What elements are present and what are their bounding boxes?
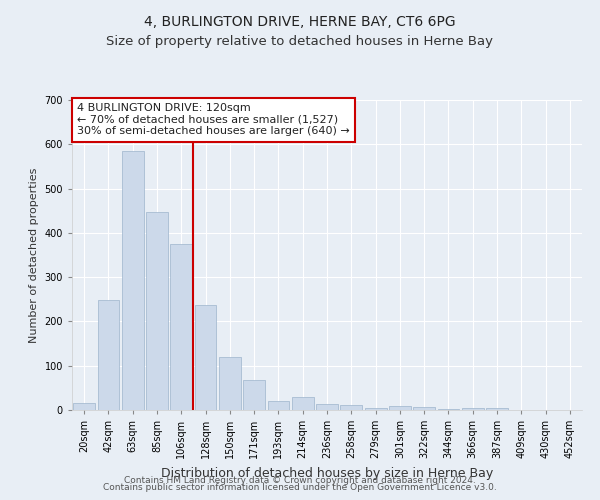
Text: 4, BURLINGTON DRIVE, HERNE BAY, CT6 6PG: 4, BURLINGTON DRIVE, HERNE BAY, CT6 6PG (144, 15, 456, 29)
Bar (219, 357, 241, 410)
Bar (146, 212, 168, 410)
Text: Contains public sector information licensed under the Open Government Licence v3: Contains public sector information licen… (103, 484, 497, 492)
Bar (122, 151, 143, 410)
Bar (170, 244, 192, 410)
Bar (389, 406, 411, 410)
Bar (243, 380, 265, 410)
Bar (437, 409, 460, 410)
Bar (365, 408, 386, 410)
Bar (340, 404, 362, 410)
Text: Contains HM Land Registry data © Crown copyright and database right 2024.: Contains HM Land Registry data © Crown c… (124, 476, 476, 485)
Text: Size of property relative to detached houses in Herne Bay: Size of property relative to detached ho… (107, 35, 493, 48)
Bar (268, 401, 289, 410)
Bar (73, 404, 95, 410)
Text: 4 BURLINGTON DRIVE: 120sqm
← 70% of detached houses are smaller (1,527)
30% of s: 4 BURLINGTON DRIVE: 120sqm ← 70% of deta… (77, 103, 350, 136)
Bar (462, 408, 484, 410)
Bar (486, 408, 508, 410)
Bar (316, 404, 338, 410)
Bar (292, 396, 314, 410)
Bar (194, 304, 217, 410)
Bar (413, 407, 435, 410)
Y-axis label: Number of detached properties: Number of detached properties (29, 168, 39, 342)
Bar (97, 300, 119, 410)
X-axis label: Distribution of detached houses by size in Herne Bay: Distribution of detached houses by size … (161, 466, 493, 479)
